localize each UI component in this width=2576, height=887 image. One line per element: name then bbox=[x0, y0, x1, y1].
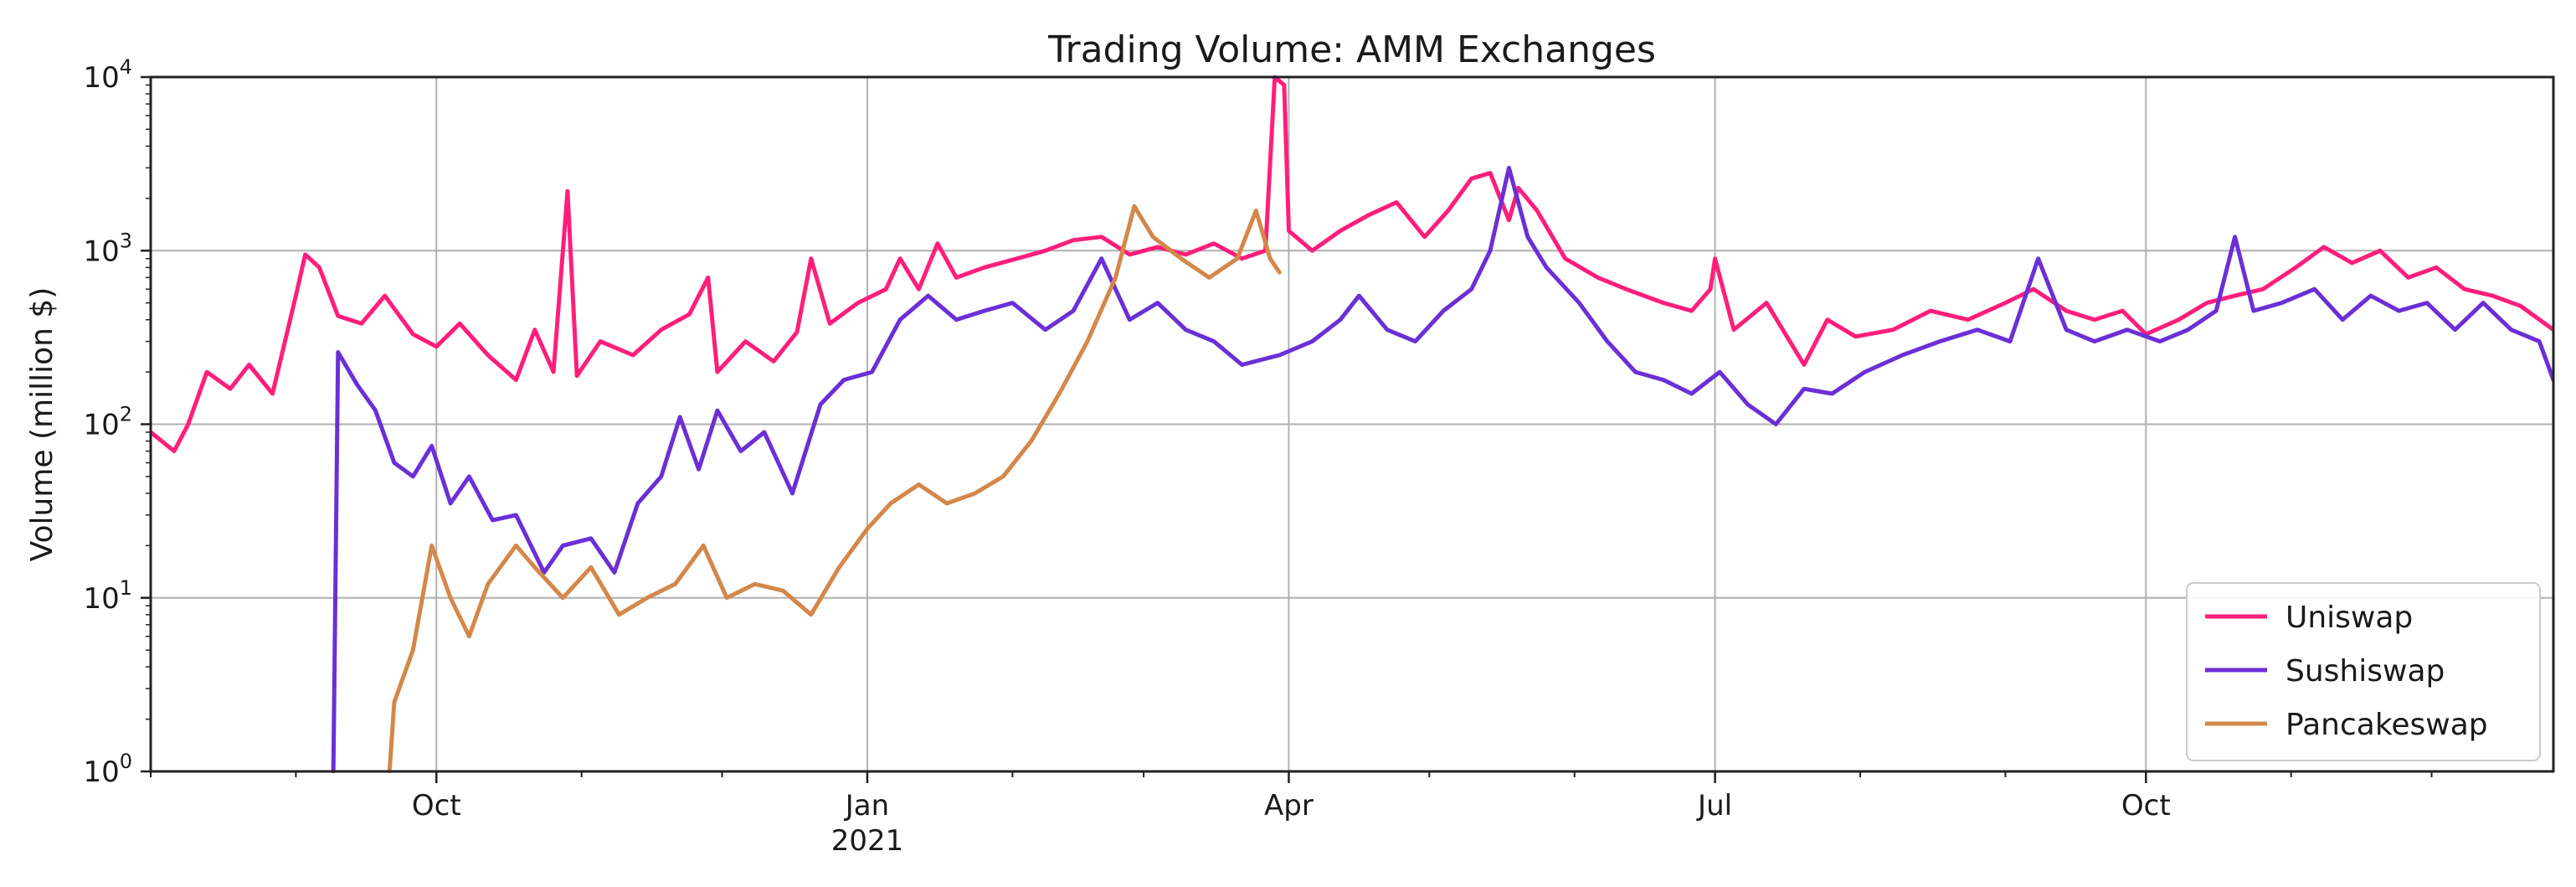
y-tick-label: 101 bbox=[83, 576, 132, 616]
y-tick-label: 102 bbox=[83, 403, 132, 442]
series-line-pancakeswap bbox=[387, 204, 1282, 773]
x-tick-sublabel: 2021 bbox=[831, 824, 904, 858]
x-tick-label: Jul bbox=[1696, 789, 1732, 823]
x-tick-label: Jan bbox=[844, 789, 889, 823]
y-tick-label: 100 bbox=[83, 750, 132, 789]
y-tick-label: 103 bbox=[83, 229, 132, 268]
x-tick-label: Oct bbox=[2121, 789, 2171, 823]
legend-label: Sushiswap bbox=[2285, 654, 2445, 688]
legend-label: Pancakeswap bbox=[2285, 708, 2488, 742]
y-tick-label: 104 bbox=[83, 55, 132, 95]
x-tick-label: Oct bbox=[412, 789, 461, 823]
series-line-sushiswap bbox=[331, 165, 2553, 773]
legend: Uniswap Sushiswap Pancakeswap bbox=[2186, 582, 2541, 761]
series-line-uniswap bbox=[151, 75, 2553, 454]
chart-title: Trading Volume: AMM Exchanges bbox=[1047, 28, 1656, 71]
y-axis-title: Volume (million $) bbox=[25, 287, 59, 562]
x-tick-label: Apr bbox=[1264, 789, 1314, 823]
series-lines bbox=[151, 75, 2553, 773]
legend-box bbox=[2186, 582, 2541, 761]
legend-label: Uniswap bbox=[2285, 601, 2413, 635]
